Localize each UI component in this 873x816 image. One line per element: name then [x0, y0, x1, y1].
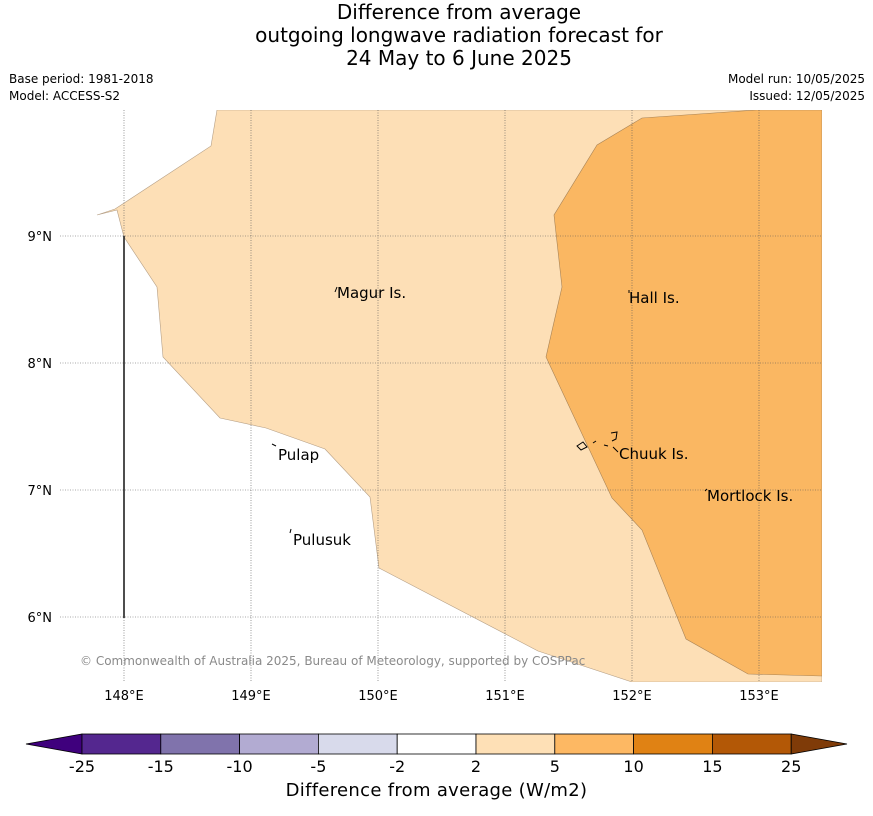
- place-pulusuk: Pulusuk: [293, 531, 351, 549]
- place-mortlock: Mortlock Is.: [707, 487, 793, 505]
- colorbar-tick-label: -2: [389, 757, 405, 776]
- latitude-labels: 9°N 8°N 7°N 6°N: [28, 230, 53, 626]
- lon-label-152: 152°E: [612, 689, 652, 704]
- colorbar-tick-label: 10: [623, 757, 643, 776]
- colorbar-segment: [239, 733, 319, 755]
- colorbar-tick-label: 15: [702, 757, 722, 776]
- colorbar-extend-high: [790, 733, 848, 755]
- island-marks: [271, 286, 708, 534]
- lon-label-151: 151°E: [485, 689, 525, 704]
- lon-label-148: 148°E: [104, 689, 144, 704]
- colorbar-extend-low: [25, 733, 83, 755]
- lat-label-6: 6°N: [28, 611, 53, 626]
- colorbar-tick-label: 25: [781, 757, 801, 776]
- colorbar-segment: [712, 733, 792, 755]
- colorbar-segment: [633, 733, 713, 755]
- model-run: Model run: 10/05/2025: [727, 72, 865, 86]
- colorbar-tick-label: 2: [471, 757, 481, 776]
- anomaly-region-5-10: [545, 110, 822, 677]
- title-line-3: 24 May to 6 June 2025: [346, 46, 572, 70]
- copyright-notice: © Commonwealth of Australia 2025, Bureau…: [80, 654, 585, 668]
- meta-left: Base period: 1981-2018 Model: ACCESS-S2: [9, 71, 154, 105]
- title-line-1: Difference from average: [336, 0, 582, 24]
- colorbar-tick-label: -25: [69, 757, 95, 776]
- lon-label-150: 150°E: [358, 689, 398, 704]
- title-line-2: outgoing longwave radiation forecast for: [255, 23, 663, 47]
- lon-label-149: 149°E: [231, 689, 271, 704]
- colorbar-label: Difference from average (W/m2): [285, 780, 588, 801]
- lat-label-7: 7°N: [28, 484, 53, 499]
- place-pulap: Pulap: [278, 446, 319, 464]
- issued-date: Issued: 12/05/2025: [749, 89, 865, 103]
- colorbar-segment: [81, 733, 162, 755]
- lon-label-153: 153°E: [739, 689, 779, 704]
- colorbar: -25 -15 -10 -5 -2 2 5 10 15 25: [25, 733, 848, 776]
- model-name: Model: ACCESS-S2: [9, 89, 121, 103]
- lat-label-9: 9°N: [28, 230, 53, 245]
- base-period: Base period: 1981-2018: [9, 72, 154, 86]
- colorbar-segment: [396, 733, 477, 755]
- colorbar-segment: [554, 733, 634, 755]
- colorbar-segment: [160, 733, 241, 755]
- meta-right: Model run: 10/05/2025 Issued: 12/05/2025: [728, 71, 865, 105]
- colorbar-segment: [475, 733, 556, 755]
- lat-label-8: 8°N: [28, 357, 53, 372]
- place-hall: Hall Is.: [629, 289, 680, 307]
- place-magur: Magur Is.: [337, 284, 406, 302]
- place-chuuk: Chuuk Is.: [619, 445, 688, 463]
- colorbar-tick-label: -10: [227, 757, 253, 776]
- colorbar-tick-label: 5: [550, 757, 560, 776]
- colorbar-tick-label: -15: [148, 757, 174, 776]
- colorbar-segment: [317, 733, 398, 755]
- longitude-labels: 148°E 149°E 150°E 151°E 152°E 153°E: [104, 689, 779, 704]
- map-area: Magur Is. Hall Is. Pulap Chuuk Is. Mortl…: [60, 110, 822, 682]
- colorbar-tick-label: -5: [310, 757, 326, 776]
